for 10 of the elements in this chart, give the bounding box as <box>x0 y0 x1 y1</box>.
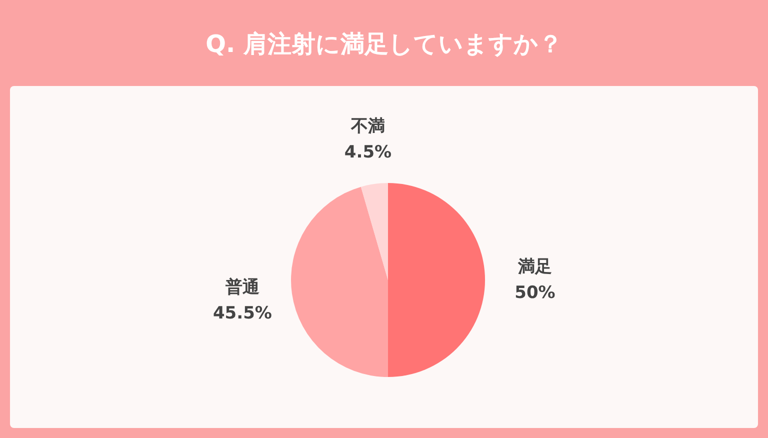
pie-slice <box>360 183 388 280</box>
slice-label: 不満 <box>350 116 385 136</box>
pie-slice <box>291 186 388 377</box>
data-label: 50% <box>514 283 556 303</box>
slice-label: 普通 <box>224 276 260 298</box>
data-label: 45.5% <box>212 304 272 324</box>
slice-label: 満足 <box>517 257 552 277</box>
pie-slice <box>388 183 485 377</box>
chart-title: Q. 肩注射に満足していますか？ <box>206 30 562 58</box>
data-label: 4.5% <box>344 142 392 162</box>
